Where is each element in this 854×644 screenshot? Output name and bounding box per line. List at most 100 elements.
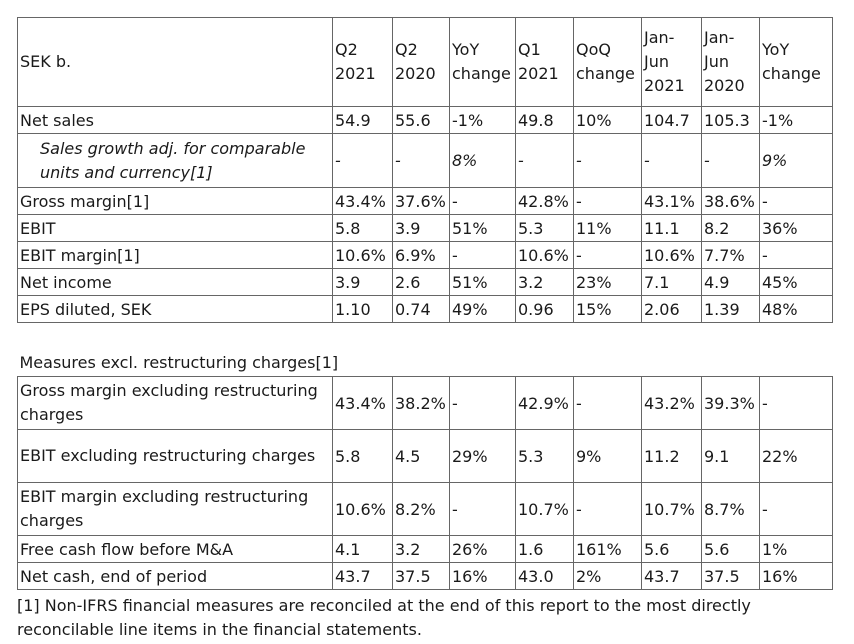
cell-value: 36% [759,214,833,242]
cell-value: 10.7% [515,482,574,536]
cell-value: 38.2% [392,376,450,430]
row-label: EBIT margin excluding restructuring char… [17,482,333,536]
cell-value: 3.2 [392,535,450,563]
cell-value: 55.6 [392,106,450,134]
cell-value: 5.8 [332,214,393,242]
cell-value: 54.9 [332,106,393,134]
cell-value: - [332,133,393,188]
cell-value: 5.3 [515,429,574,483]
table-row: EBIT margin excluding restructuring char… [17,482,833,536]
cell-value: 43.4% [332,187,393,215]
table-row: Net sales 54.9 55.6 -1% 49.8 10% 104.7 105.3 -1% [17,106,833,134]
cell-value: 37.5 [701,562,760,590]
cell-value: - [449,376,516,430]
table-row: Gross margin excluding restructuring cha… [17,376,833,430]
column-header: Q1 2021 [515,17,574,107]
cell-value: 2.06 [641,295,702,323]
cell-value: 45% [759,268,833,296]
column-header-line: 2020 [704,76,745,95]
header-row: SEK b. Q2 2021 Q2 2020 YoY change Q1 2021 QoQ chan… [17,17,833,107]
cell-value: 11.1 [641,214,702,242]
cell-value: - [701,133,760,188]
cell-value: 11% [573,214,642,242]
cell-value: 10.6% [332,482,393,536]
column-header: Jan- Jun 2021 [641,17,702,107]
row-label: Sales growth adj. for comparable units a… [17,133,333,188]
column-header-line: QoQ [576,40,611,59]
cell-value: 51% [449,268,516,296]
cell-value: 39.3% [701,376,760,430]
cell-value: 5.8 [332,429,393,483]
column-header: YoY change [759,17,833,107]
cell-value: 43.1% [641,187,702,215]
cell-value: 4.5 [392,429,450,483]
cell-value: 9% [759,133,833,188]
cell-value: 2% [573,562,642,590]
table-row: EBIT excluding restructuring charges 5.8 4… [17,429,833,483]
spacer-row [17,322,833,350]
cell-value: - [573,376,642,430]
cell-value: - [759,187,833,215]
cell-value: - [449,482,516,536]
table-row: Net income 3.9 2.6 51% 3.2 23% 7.1 4.9 45% [17,268,833,296]
row-label: Free cash flow before M&A [17,535,333,563]
cell-value: 1.6 [515,535,574,563]
cell-value: 16% [449,562,516,590]
cell-value: 0.96 [515,295,574,323]
cell-value: 38.6% [701,187,760,215]
cell-value: - [573,241,642,269]
cell-value: 10% [573,106,642,134]
footnote: [1] Non-IFRS financial measures are reco… [17,596,751,639]
column-header-line: 2021 [335,64,376,83]
cell-value: 22% [759,429,833,483]
column-header-line: change [762,64,821,83]
cell-value: 3.9 [392,214,450,242]
column-header-line: Q2 [335,40,358,59]
cell-value: - [573,133,642,188]
cell-value: 8.2% [392,482,450,536]
cell-value: 105.3 [701,106,760,134]
cell-value: 1.39 [701,295,760,323]
row-label: EBIT [17,214,333,242]
cell-value: - [759,482,833,536]
spacer-cell [17,322,833,350]
cell-value: 16% [759,562,833,590]
cell-value: 49.8 [515,106,574,134]
cell-value: 7.1 [641,268,702,296]
cell-value: -1% [449,106,516,134]
cell-value: 9% [573,429,642,483]
table-row: Gross margin[1] 43.4% 37.6% -42.8% -43.1% 38.… [17,187,833,215]
column-header-line: YoY [762,40,790,59]
column-header: Q2 2021 [332,17,393,107]
cell-value: 1% [759,535,833,563]
cell-value: 10.7% [641,482,702,536]
column-header: QoQ change [573,17,642,107]
column-header: Q2 2020 [392,17,450,107]
cell-value: - [641,133,702,188]
column-header-line: 2021 [518,64,559,83]
cell-value: 6.9% [392,241,450,269]
cell-value: 1.10 [332,295,393,323]
row-label: Net income [17,268,333,296]
cell-value: 10.6% [641,241,702,269]
cell-value: 0.74 [392,295,450,323]
cell-value: 43.7 [641,562,702,590]
cell-value: 5.6 [701,535,760,563]
cell-value: 5.6 [641,535,702,563]
column-header-line: Jun [704,52,729,71]
column-header: YoY change [449,17,516,107]
cell-value: 161% [573,535,642,563]
cell-value: 104.7 [641,106,702,134]
cell-value: 43.4% [332,376,393,430]
table-row: Free cash flow before M&A 4.1 3.2 26% 1.6 161… [17,535,833,563]
cell-value: 37.6% [392,187,450,215]
cell-value: - [573,482,642,536]
column-header-line: Jan- [644,28,675,47]
cell-value: 10.6% [332,241,393,269]
cell-value: 4.1 [332,535,393,563]
cell-value: 29% [449,429,516,483]
cell-value: - [515,133,574,188]
cell-value: 8.7% [701,482,760,536]
table-row: Net cash, end of period 43.7 37.5 16% 43.0 2%… [17,562,833,590]
cell-value: 10.6% [515,241,574,269]
